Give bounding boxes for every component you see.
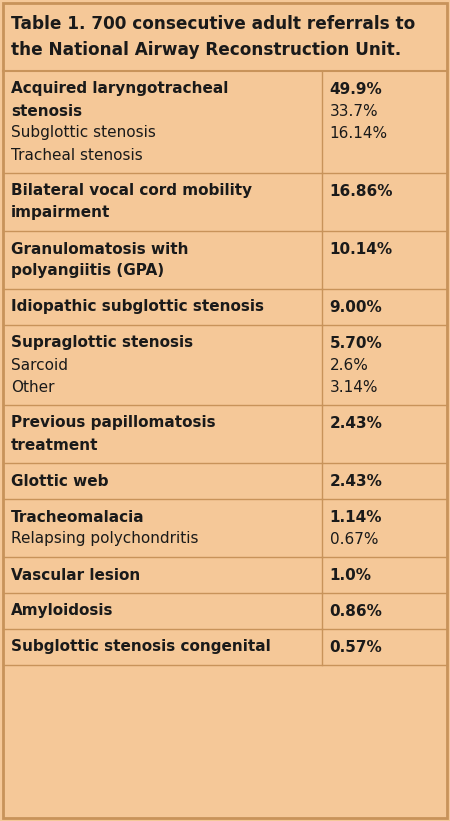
Text: Vascular lesion: Vascular lesion: [11, 567, 140, 583]
Text: 2.43%: 2.43%: [330, 474, 382, 488]
Text: Subglottic stenosis congenital: Subglottic stenosis congenital: [11, 640, 271, 654]
Text: treatment: treatment: [11, 438, 99, 452]
Text: Bilateral vocal cord mobility: Bilateral vocal cord mobility: [11, 184, 252, 199]
Text: Supraglottic stenosis: Supraglottic stenosis: [11, 336, 193, 351]
Text: Amyloidosis: Amyloidosis: [11, 603, 113, 618]
Text: 3.14%: 3.14%: [330, 379, 378, 395]
Text: Previous papillomatosis: Previous papillomatosis: [11, 415, 216, 430]
Text: Sarcoid: Sarcoid: [11, 357, 68, 373]
Text: Table 1. 700 consecutive adult referrals to: Table 1. 700 consecutive adult referrals…: [11, 15, 415, 33]
Text: 5.70%: 5.70%: [330, 336, 382, 351]
Text: Other: Other: [11, 379, 54, 395]
Text: 0.86%: 0.86%: [330, 603, 382, 618]
Text: 10.14%: 10.14%: [330, 241, 393, 256]
Text: Tracheal stenosis: Tracheal stenosis: [11, 148, 143, 163]
Text: stenosis: stenosis: [11, 103, 82, 118]
Text: 16.14%: 16.14%: [330, 126, 388, 140]
Text: Glottic web: Glottic web: [11, 474, 108, 488]
Text: 2.6%: 2.6%: [330, 357, 369, 373]
Text: 0.67%: 0.67%: [330, 531, 378, 547]
Text: polyangiitis (GPA): polyangiitis (GPA): [11, 264, 164, 278]
Text: 1.14%: 1.14%: [330, 510, 382, 525]
Text: Subglottic stenosis: Subglottic stenosis: [11, 126, 156, 140]
Text: 0.57%: 0.57%: [330, 640, 382, 654]
Text: 16.86%: 16.86%: [330, 184, 393, 199]
Text: Acquired laryngotracheal: Acquired laryngotracheal: [11, 81, 228, 97]
Text: Tracheomalacia: Tracheomalacia: [11, 510, 144, 525]
Text: 49.9%: 49.9%: [330, 81, 382, 97]
Text: 2.43%: 2.43%: [330, 415, 382, 430]
Text: the National Airway Reconstruction Unit.: the National Airway Reconstruction Unit.: [11, 41, 401, 59]
Text: Granulomatosis with: Granulomatosis with: [11, 241, 189, 256]
Text: Relapsing polychondritis: Relapsing polychondritis: [11, 531, 198, 547]
Text: Idiopathic subglottic stenosis: Idiopathic subglottic stenosis: [11, 300, 264, 314]
Text: 9.00%: 9.00%: [330, 300, 382, 314]
Text: 1.0%: 1.0%: [330, 567, 372, 583]
Text: 33.7%: 33.7%: [330, 103, 378, 118]
Text: impairment: impairment: [11, 205, 110, 221]
